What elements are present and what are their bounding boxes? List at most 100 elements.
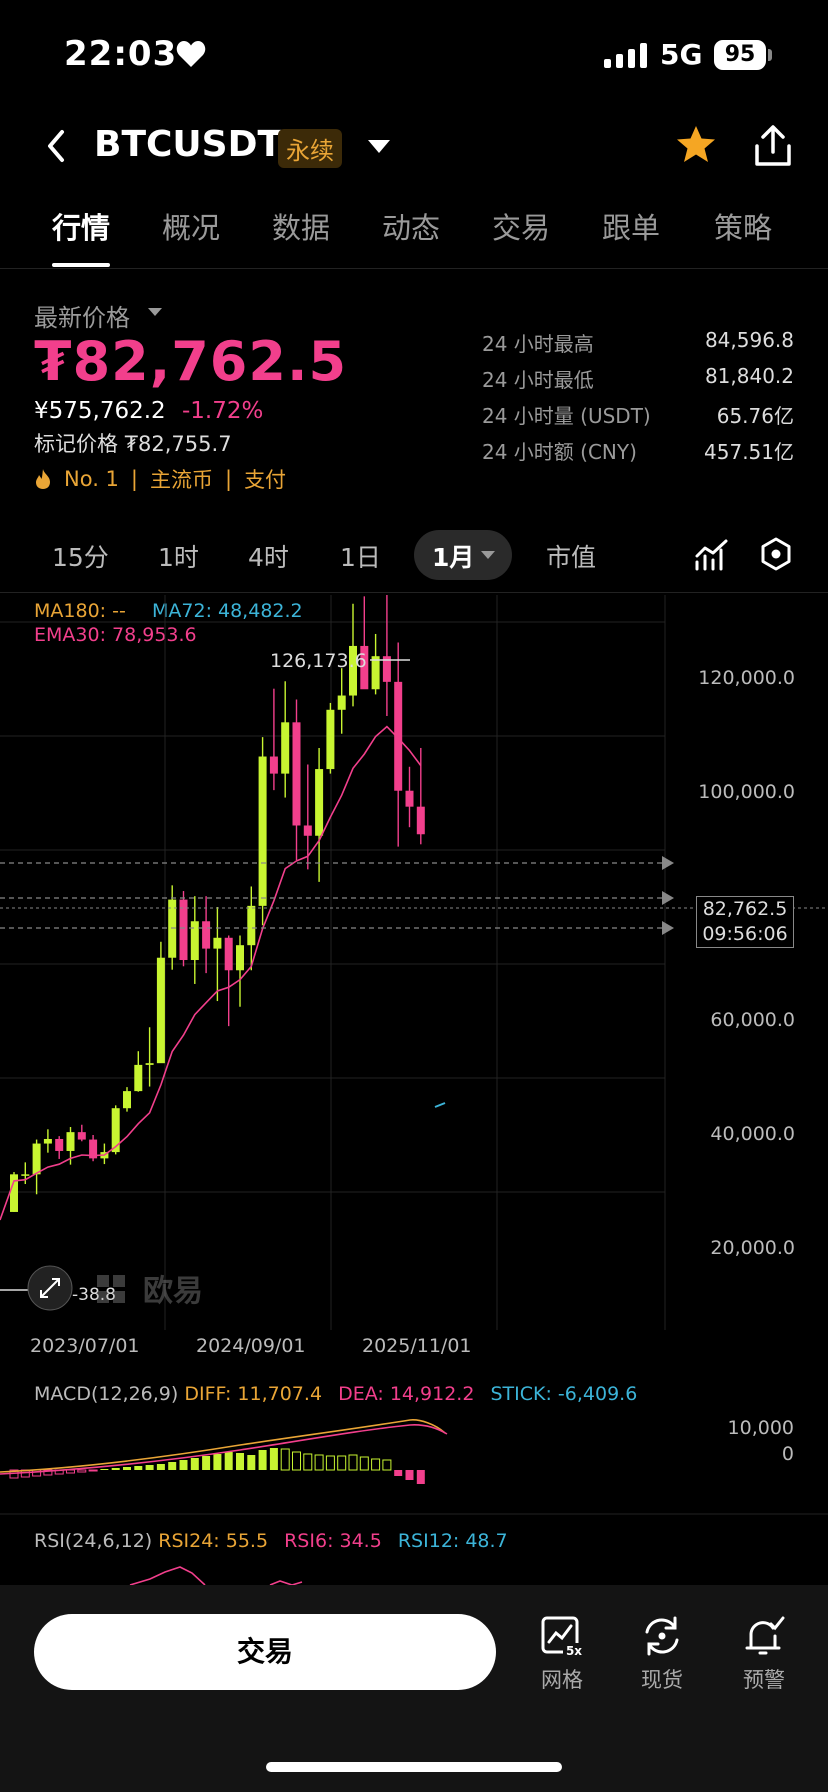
last-price-box-value: 82,762.5: [702, 898, 788, 920]
rsi-chart[interactable]: [0, 1555, 828, 1585]
alert-button[interactable]: 预警: [724, 1614, 804, 1694]
category-tag[interactable]: 支付: [244, 468, 287, 492]
trade-button[interactable]: 交易: [34, 1614, 496, 1690]
rsi-label: RSI(24,6,12): [34, 1530, 153, 1552]
macd-bar: [280, 1448, 290, 1471]
star-icon[interactable]: [675, 124, 717, 166]
macd-diff: DIFF: 11,707.4: [184, 1383, 323, 1405]
date-axis-label: 2024/09/01: [196, 1335, 306, 1357]
caret-down-icon[interactable]: [148, 308, 162, 316]
candlestick-chart[interactable]: 126,173.6 -38.8 欧易: [0, 595, 828, 1345]
price-change: -1.72%: [182, 398, 264, 424]
category-tag[interactable]: 主流币: [149, 468, 213, 492]
macd-bar: [405, 1470, 414, 1480]
candle-body: [224, 937, 233, 971]
macd-dea-line: [0, 1424, 448, 1475]
timeframe-4h[interactable]: 4时: [248, 543, 289, 572]
swap-icon: [645, 1616, 679, 1656]
price-axis-label: 100,000.0: [698, 781, 795, 803]
candle-body: [66, 1132, 75, 1151]
indicator-icon[interactable]: [694, 538, 730, 572]
macd-bar: [292, 1451, 301, 1471]
macd-bar: [134, 1466, 143, 1470]
level-arrow-icon: [662, 891, 674, 905]
timeframe-1m[interactable]: 1月: [432, 543, 475, 572]
contract-tag: 永续: [278, 129, 342, 168]
macd-bar: [190, 1458, 199, 1470]
timeframe-marketcap[interactable]: 市值: [546, 543, 597, 572]
back-icon[interactable]: [42, 128, 70, 164]
stat-value: 81,840.2: [704, 364, 794, 388]
candle-body: [269, 756, 278, 774]
low-label: -38.8: [72, 1285, 116, 1305]
candle-body: [134, 1064, 143, 1092]
timeframe-1h[interactable]: 1时: [158, 543, 199, 572]
candle-body: [55, 1138, 64, 1151]
watermark-logo: 欧易: [97, 1274, 203, 1309]
candle-body: [123, 1091, 131, 1109]
price-axis-label: 60,000.0: [710, 1009, 795, 1031]
macd-bar: [348, 1454, 358, 1471]
macd-bar: [156, 1464, 165, 1470]
alert-label: 预警: [743, 1668, 785, 1692]
tab-market[interactable]: 行情: [51, 211, 110, 245]
spot-button[interactable]: 现货: [622, 1614, 702, 1694]
price-axis-label: 40,000.0: [710, 1123, 795, 1145]
candle-body: [236, 945, 244, 971]
tab-feed[interactable]: 动态: [381, 211, 440, 245]
macd-bar: [337, 1455, 347, 1471]
macd-bar: [213, 1454, 222, 1470]
candle-body: [77, 1132, 86, 1140]
macd-bar: [145, 1465, 154, 1470]
symbol-title[interactable]: BTCUSDT: [94, 124, 283, 165]
rsi12-value: RSI12: 48.7: [397, 1530, 508, 1552]
tab-copy[interactable]: 跟单: [601, 211, 660, 245]
high-label: 126,173.6: [270, 650, 367, 672]
timeframe-1d[interactable]: 1日: [340, 543, 381, 572]
macd-bar: [236, 1453, 244, 1470]
macd-legend: MACD(12,26,9) DIFF: 11,707.4 DEA: 14,912…: [34, 1383, 637, 1405]
rsi6-value: RSI6: 34.5: [284, 1530, 382, 1552]
macd-bar: [168, 1462, 177, 1470]
candle-body: [190, 921, 199, 961]
macd-bar: [269, 1448, 278, 1470]
tab-trade[interactable]: 交易: [491, 211, 550, 245]
stat-row: 24 小时最高 84,596.8: [482, 328, 794, 364]
macd-bar: [77, 1469, 87, 1473]
share-icon[interactable]: [752, 124, 794, 168]
flame-icon: [36, 469, 50, 489]
candle-body: [315, 769, 324, 836]
candle-body: [292, 722, 301, 826]
candle-body: [371, 656, 380, 690]
candle-body: [405, 790, 414, 807]
macd-chart[interactable]: [0, 1405, 828, 1515]
network-type: 5G: [660, 38, 703, 71]
macd-bar: [123, 1467, 131, 1470]
candle-body: [156, 957, 165, 1064]
rsi6-line: [269, 1580, 303, 1585]
date-axis-label: 2025/11/01: [362, 1335, 472, 1357]
candle-body: [394, 681, 403, 791]
macd-label: MACD(12,26,9): [34, 1383, 179, 1405]
grid-button[interactable]: 5x 网格: [522, 1614, 602, 1694]
status-time: 22:03: [64, 34, 178, 74]
tab-bar: 行情 概况 数据 动态 交易 跟单 策略: [0, 205, 828, 265]
settings-icon[interactable]: [758, 536, 794, 572]
macd-bar: [416, 1470, 425, 1484]
heart-icon: [176, 41, 206, 67]
caret-down-icon[interactable]: [481, 551, 495, 559]
tab-overview[interactable]: 概况: [161, 211, 220, 245]
rsi24-value: RSI24: 55.5: [158, 1530, 269, 1552]
tab-data[interactable]: 数据: [271, 211, 330, 245]
timeframe-15m[interactable]: 15分: [52, 543, 109, 572]
macd-diff-line: [0, 1419, 446, 1473]
tab-strategy[interactable]: 策略: [713, 211, 772, 245]
rsi6-line: [129, 1566, 206, 1585]
latest-price-label[interactable]: 最新价格: [34, 304, 130, 332]
watermark-text: 欧易: [143, 1274, 203, 1309]
last-price-box: 82,762.5 09:56:06: [696, 896, 794, 948]
battery-tip: [768, 49, 772, 61]
chevron-down-icon[interactable]: [368, 140, 390, 153]
macd-bar: [394, 1470, 403, 1476]
candle-body: [247, 905, 256, 946]
